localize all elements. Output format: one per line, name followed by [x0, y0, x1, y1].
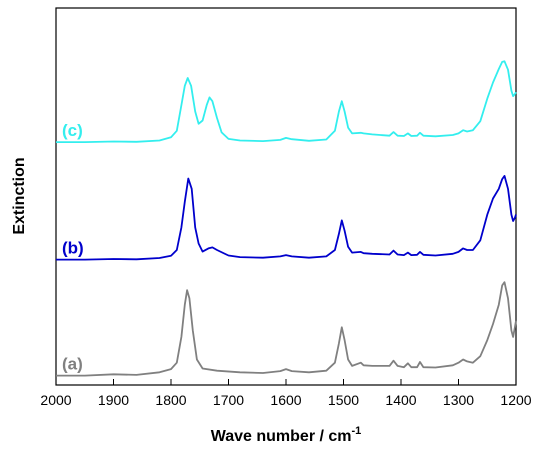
x-tick-label: 1600: [270, 392, 301, 408]
x-tick-label: 1700: [213, 392, 244, 408]
x-tick-label: 1800: [155, 392, 186, 408]
series-lines: [56, 60, 517, 377]
x-tick-label: 1400: [385, 392, 416, 408]
series-line-a: [56, 281, 517, 377]
x-tick-label: 1200: [500, 392, 531, 408]
plot-frame: [55, 7, 517, 386]
x-tick-label: 1500: [328, 392, 359, 408]
y-axis-title: Extinction: [11, 157, 28, 234]
x-axis-ticks: 2000 1900 1800 1700 1600 1500 1400 1300 1200: [40, 379, 532, 408]
x-axis-title-main: Wave number / cm: [211, 428, 352, 445]
x-tick-label: 1300: [443, 392, 474, 408]
series-line-b: [56, 175, 517, 261]
series-label-c: (c): [62, 121, 83, 140]
series-line-c: [56, 60, 517, 143]
series-labels: (a) (b) (c): [62, 121, 84, 373]
x-tick-label: 1900: [98, 392, 129, 408]
x-tick-label: 2000: [40, 392, 71, 408]
x-axis-title-superscript: -1: [352, 425, 362, 437]
series-label-a: (a): [62, 355, 83, 374]
x-axis-title: Wave number / cm-1: [211, 425, 362, 445]
series-label-b: (b): [62, 239, 84, 258]
